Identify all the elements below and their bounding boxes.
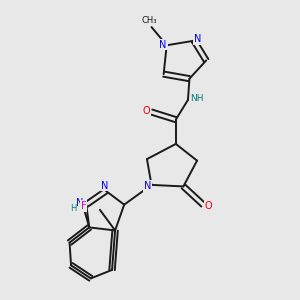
Text: F: F (81, 201, 86, 211)
Text: O: O (143, 106, 151, 116)
Text: N: N (144, 181, 152, 191)
Text: CH₃: CH₃ (141, 16, 157, 25)
Text: N: N (194, 34, 201, 44)
Text: H: H (70, 204, 76, 213)
Text: N: N (159, 40, 167, 50)
Text: NH: NH (190, 94, 204, 103)
Text: N: N (101, 181, 109, 190)
Text: N: N (76, 198, 83, 208)
Text: O: O (205, 201, 212, 211)
